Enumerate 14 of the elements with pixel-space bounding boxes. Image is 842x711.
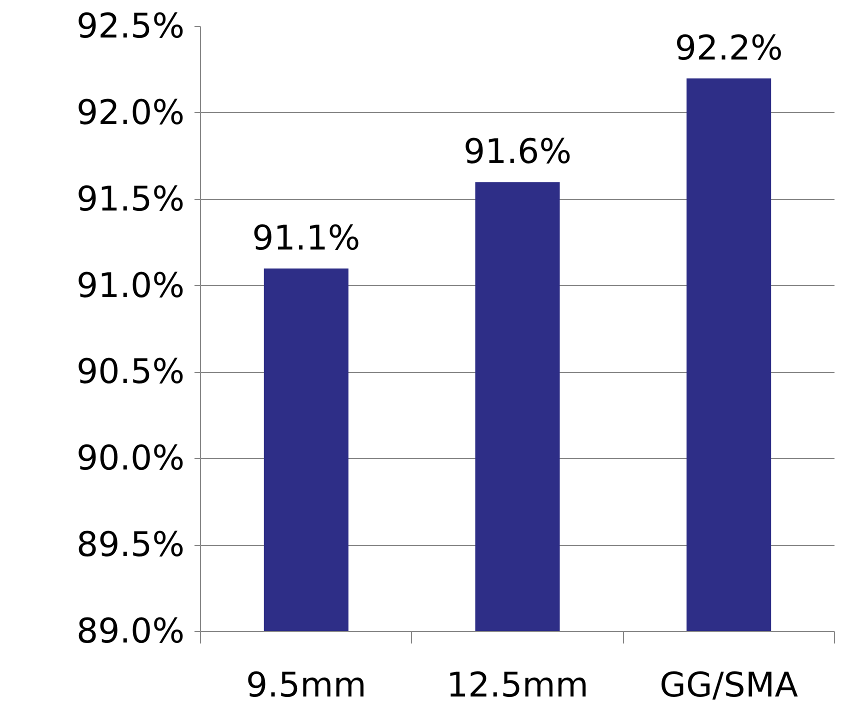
data-label: 91.1% (252, 218, 360, 258)
y-tick-label: 91.0% (76, 266, 185, 306)
y-tick-label: 89.0% (76, 612, 185, 652)
x-tick-label: 12.5mm (446, 666, 588, 706)
y-tick-label: 92.5% (76, 6, 185, 46)
y-tick-label: 92.0% (76, 92, 185, 133)
x-tick-label: 9.5mm (246, 666, 366, 706)
x-tick-label: GG/SMA (660, 666, 798, 706)
y-tick-label: 89.5% (76, 525, 185, 566)
data-label: 92.2% (674, 28, 783, 68)
y-tick-label: 91.5% (76, 179, 185, 220)
data-label: 91.6% (463, 132, 572, 172)
y-tick-label: 90.0% (76, 438, 185, 479)
y-tick-label: 90.5% (76, 352, 185, 392)
